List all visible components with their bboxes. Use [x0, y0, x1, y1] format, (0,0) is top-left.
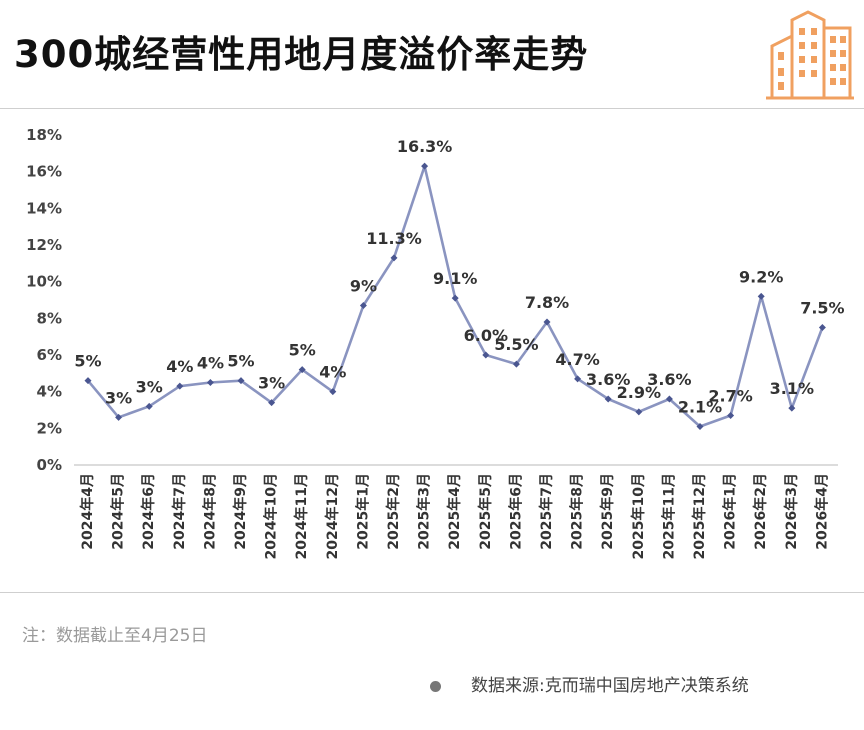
data-point [84, 377, 92, 385]
data-point [574, 375, 582, 383]
x-axis: 2024年4月 2024年5月 2024年6月 2024年7月 2024年8月 2024年… [74, 464, 838, 559]
series-premium-rate [84, 162, 826, 430]
data-point [482, 351, 490, 359]
data-label: 3% [258, 374, 285, 393]
data-label: 9% [350, 277, 377, 296]
data-label: 2.9% [617, 383, 661, 402]
page-title: 300城经营性用地月度溢价率走势 [14, 33, 589, 76]
y-tick-label: 18% [26, 126, 62, 144]
y-tick-label: 8% [37, 309, 62, 327]
data-point [421, 162, 429, 170]
data-label: 16.3% [397, 137, 453, 156]
x-tick-label: 2024年12月 [324, 473, 341, 559]
x-tick-label: 2025年12月 [691, 473, 708, 559]
data-label: 3.6% [586, 370, 630, 389]
header-divider [0, 108, 864, 109]
x-tick-label: 2025年2月 [385, 473, 402, 550]
x-tick-label: 2026年2月 [752, 473, 769, 550]
data-point [543, 318, 551, 326]
y-tick-label: 16% [26, 163, 62, 181]
data-label: 5% [74, 352, 101, 371]
data-point [298, 366, 306, 374]
data-label: 2.7% [708, 387, 752, 406]
x-tick-label: 2024年8月 [201, 473, 218, 550]
data-label: 5% [227, 352, 254, 371]
data-point [604, 395, 612, 403]
x-tick-label: 2025年3月 [416, 473, 433, 550]
x-tick-label: 2025年1月 [354, 473, 371, 550]
footer-divider [0, 592, 864, 593]
line-chart: 0% 2% 4% 6% 8% 10% 12% 14% 16% 18% 2024年4月 2024年5月… [26, 126, 844, 559]
source-line: 数据来源:克而瑞中国房地产决策系统 [430, 671, 749, 696]
x-tick-label: 2024年10月 [263, 473, 280, 559]
bullet-icon [430, 680, 441, 692]
data-label: 6.0% [464, 326, 508, 345]
data-point [818, 324, 826, 331]
y-axis: 0% 2% 4% 6% 8% 10% 12% 14% 16% 18% [26, 126, 62, 474]
x-tick-label: 2024年7月 [171, 473, 188, 550]
data-point [268, 399, 276, 407]
x-tick-label: 2024年4月 [79, 473, 96, 550]
data-label: 4% [166, 357, 193, 376]
data-label: 4% [197, 354, 224, 373]
x-tick-label: 2026年1月 [722, 473, 739, 550]
data-label: 4.7% [555, 350, 599, 369]
y-tick-label: 2% [37, 419, 62, 437]
data-label: 9.1% [433, 269, 477, 288]
data-point [727, 412, 735, 419]
data-point [635, 408, 643, 416]
data-label: 3.6% [647, 370, 691, 389]
data-point [512, 360, 520, 368]
data-labels: 5%3%3%4% 4% 5%3%5%4%9%11.3%16.3%9.1%6.0%5.… [74, 137, 844, 416]
data-point [788, 404, 796, 412]
data-point [329, 388, 337, 396]
data-point [206, 379, 214, 386]
x-tick-label: 2025年9月 [599, 473, 616, 550]
data-point [176, 382, 184, 390]
source-text: 数据来源:克而瑞中国房地产决策系统 [471, 676, 749, 696]
data-label: 3.1% [770, 379, 814, 398]
data-point [145, 402, 153, 410]
data-point [237, 377, 245, 385]
y-tick-label: 12% [26, 236, 62, 254]
y-tick-label: 4% [37, 383, 62, 401]
data-point [665, 395, 673, 403]
x-tick-label: 2024年11月 [293, 473, 310, 559]
x-tick-label: 2025年11月 [660, 473, 677, 559]
data-label: 11.3% [366, 229, 422, 248]
y-tick-label: 6% [37, 346, 62, 364]
data-point [757, 292, 765, 300]
x-tick-label: 2025年5月 [477, 473, 494, 550]
x-tick-label: 2025年6月 [507, 473, 524, 550]
x-tick-label: 2025年4月 [446, 473, 463, 550]
x-tick-label: 2024年9月 [232, 473, 249, 550]
x-tick-label: 2024年6月 [140, 473, 157, 550]
x-tick-label: 2026年4月 [813, 473, 830, 550]
y-tick-label: 10% [26, 273, 62, 291]
data-label: 3% [105, 388, 132, 407]
data-point [451, 294, 459, 302]
x-tick-label: 2024年5月 [110, 473, 127, 550]
y-tick-label: 0% [37, 456, 62, 474]
x-tick-label: 2025年10月 [630, 473, 647, 559]
data-point [696, 423, 704, 430]
y-tick-label: 14% [26, 199, 62, 217]
x-tick-label: 2026年3月 [783, 473, 800, 550]
data-label: 4% [319, 363, 346, 382]
data-point [359, 302, 367, 309]
buildings-icon [766, 8, 856, 104]
data-label: 5.5% [494, 335, 538, 354]
data-label: 3% [136, 377, 163, 396]
data-label: 7.8% [525, 293, 569, 312]
data-label: 5% [289, 341, 316, 360]
data-point [115, 413, 123, 421]
x-tick-label: 2025年8月 [569, 473, 586, 550]
data-label: 2.1% [678, 398, 722, 417]
x-tick-label: 2025年7月 [538, 473, 555, 550]
data-label: 9.2% [739, 267, 783, 286]
footnote: 注：数据截止至4月25日 [22, 626, 208, 646]
data-label: 7.5% [800, 299, 844, 318]
